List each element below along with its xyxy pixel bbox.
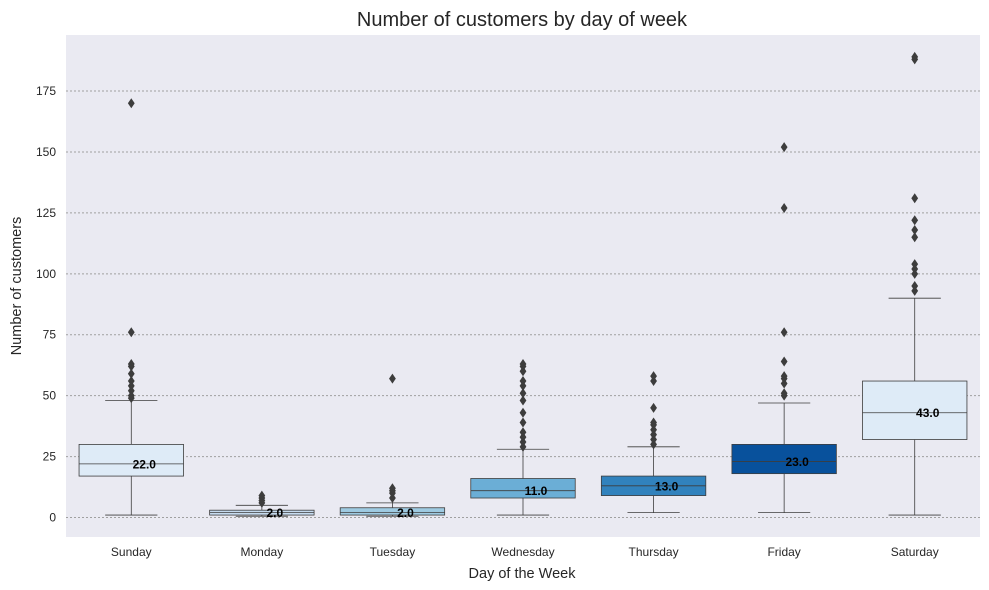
outlier-point xyxy=(780,327,788,338)
outlier-point xyxy=(389,483,396,494)
box-iqr xyxy=(862,380,968,440)
outlier-point xyxy=(127,368,135,379)
outlier-point xyxy=(780,203,788,214)
x-tick-label: Saturday xyxy=(891,545,939,559)
x-tick-label: Tuesday xyxy=(370,545,416,559)
x-tick-label: Wednesday xyxy=(491,545,554,559)
outlier-point xyxy=(911,51,919,62)
y-tick-label: 175 xyxy=(36,84,56,98)
outlier-point xyxy=(911,215,919,226)
x-tick-label: Sunday xyxy=(111,545,152,559)
box-iqr xyxy=(78,443,184,477)
x-axis-ticks: Sunday Monday Tuesday Wednesday Thursday Frid… xyxy=(111,545,939,559)
outlier-point xyxy=(127,376,135,387)
median-label: 2.0 xyxy=(397,506,414,520)
box-saturday: 43.0 xyxy=(862,51,968,516)
outlier-point xyxy=(911,193,919,204)
y-tick-label: 25 xyxy=(43,450,57,464)
outlier-point xyxy=(780,356,788,367)
y-tick-label: 75 xyxy=(43,328,57,342)
outlier-point xyxy=(127,327,135,338)
x-axis-label: Day of the Week xyxy=(469,566,577,582)
outlier-point xyxy=(911,224,919,235)
box-monday: 2.0 xyxy=(209,490,315,520)
x-tick-label: Monday xyxy=(241,545,284,559)
boxes: 22.0 2.0 2.0 11.0 13.0 23.0 43.0 xyxy=(78,51,968,520)
y-tick-label: 150 xyxy=(36,145,56,159)
outlier-point xyxy=(519,358,527,369)
box-wednesday: 11.0 xyxy=(470,358,576,516)
outlier-point xyxy=(127,98,135,109)
median-label: 11.0 xyxy=(525,484,548,498)
box-sunday: 22.0 xyxy=(78,98,184,516)
y-axis-ticks: 0 25 50 75 100 125 150 175 xyxy=(36,84,56,524)
outlier-point xyxy=(911,232,919,243)
outlier-point xyxy=(519,376,527,387)
median-label: 13.0 xyxy=(655,479,679,493)
outlier-point xyxy=(519,417,527,428)
outlier-point xyxy=(780,371,788,382)
outlier-point xyxy=(650,371,657,382)
box-tuesday: 2.0 xyxy=(339,373,446,520)
outlier-point xyxy=(127,358,135,369)
x-tick-label: Friday xyxy=(767,545,800,559)
box-iqr xyxy=(339,507,446,516)
box-thursday: 13.0 xyxy=(600,371,707,514)
median-label: 43.0 xyxy=(916,406,940,420)
median-label: 22.0 xyxy=(133,457,157,471)
outlier-point xyxy=(650,417,657,428)
outlier-point xyxy=(780,142,788,153)
y-tick-label: 0 xyxy=(49,511,56,525)
chart-title: Number of customers by day of week xyxy=(357,9,688,31)
outlier-point xyxy=(519,407,527,418)
outlier-point xyxy=(780,388,788,399)
outlier-point xyxy=(911,281,919,291)
outlier-point xyxy=(519,427,527,438)
box-friday: 23.0 xyxy=(731,142,837,514)
outlier-point xyxy=(519,395,527,406)
box-iqr xyxy=(470,478,576,499)
outlier-point xyxy=(650,402,657,413)
y-tick-label: 100 xyxy=(36,267,56,281)
y-axis-label: Number of customers xyxy=(9,217,25,356)
median-label: 2.0 xyxy=(267,506,284,520)
box-iqr xyxy=(731,443,837,475)
y-tick-label: 125 xyxy=(36,206,56,220)
outlier-point xyxy=(389,373,396,384)
y-tick-label: 50 xyxy=(43,389,57,403)
outlier-point xyxy=(519,388,527,399)
outlier-point xyxy=(911,259,919,270)
x-tick-label: Thursday xyxy=(629,545,679,559)
median-label: 23.0 xyxy=(785,455,809,469)
outlier-point xyxy=(258,490,266,501)
